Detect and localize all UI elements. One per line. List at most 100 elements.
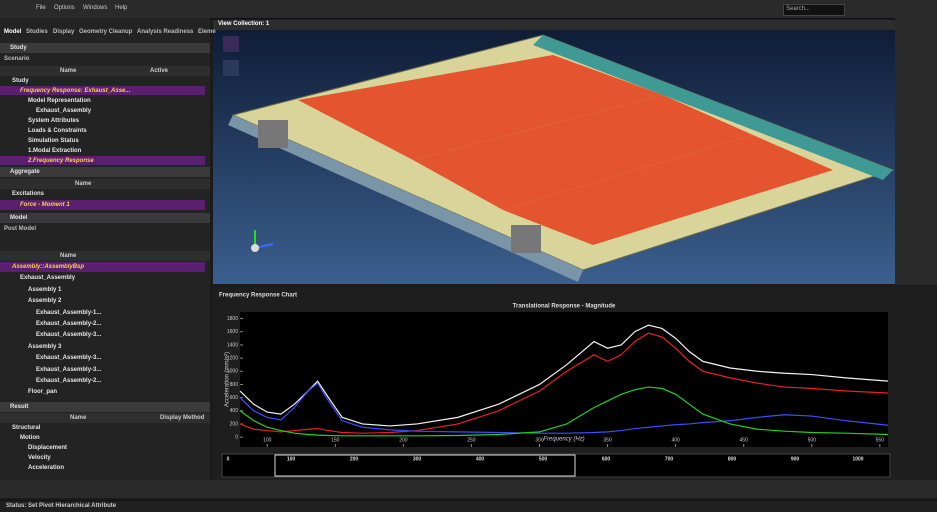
series-line (239, 382, 889, 434)
tree-row[interactable]: Exhaust_Assembly (36, 108, 92, 114)
overview-tick-label: 300 (413, 456, 422, 462)
tree-row[interactable]: Structural (12, 425, 41, 431)
axis-triad-origin (251, 244, 259, 252)
plot-area (240, 312, 888, 447)
tree-row[interactable]: Exhaust_Assembly-1... (36, 309, 102, 316)
menu-item: File (36, 5, 46, 11)
tree-row[interactable]: Assembly::AssemblyBsp (12, 264, 85, 270)
red-strip (298, 55, 663, 160)
y-tick-label: 600 (230, 395, 239, 401)
viewport[interactable] (213, 20, 895, 284)
overview-tick-label: 700 (665, 456, 674, 462)
x-tick-label: 250 (467, 437, 476, 443)
x-tick-label: 150 (331, 437, 340, 443)
menu-item: Options (54, 5, 75, 11)
status-bar (0, 500, 937, 512)
menu-item: Windows (83, 5, 108, 11)
y-tick-label: 1800 (227, 316, 238, 322)
tree-row[interactable]: Exhaust_Assembly-2... (36, 321, 102, 327)
overview-tick-label: 0 (227, 456, 230, 462)
view-icon[interactable] (223, 60, 239, 76)
bracket (511, 225, 541, 253)
overview-tick-label: 900 (791, 456, 800, 462)
red-strip (503, 135, 833, 245)
column-header (0, 251, 210, 261)
tree-row[interactable]: Frequency Response: Exhaust_Asse... (20, 88, 131, 94)
tree-row[interactable]: Motion (20, 435, 40, 441)
overview-tick-label: 400 (476, 456, 485, 462)
column-header (0, 179, 210, 189)
section-title: Model (10, 215, 28, 221)
y-tick-label: 1000 (227, 369, 238, 375)
tree-row[interactable]: Assembly 3 (28, 343, 62, 350)
tree-row[interactable]: Force - Moment 1 (20, 202, 70, 208)
tree-row[interactable]: Exhaust_Assembly-3... (36, 355, 102, 362)
tree-row[interactable]: Loads & Constraints (28, 128, 87, 134)
x-tick-label: 200 (399, 437, 408, 443)
row-selected[interactable] (0, 200, 205, 210)
tree-row[interactable]: Displacement (28, 445, 68, 451)
x-tick-label: 100 (263, 437, 272, 443)
tab: Geometry Cleanup (79, 29, 133, 35)
bottom-toolbar (0, 480, 937, 498)
tree-row[interactable]: Excitations (12, 191, 45, 197)
section-header (0, 213, 210, 223)
search-box[interactable] (783, 4, 845, 16)
tree-row[interactable]: Exhaust_Assembly (20, 275, 76, 282)
menu-bar (0, 0, 937, 19)
scenario-label: Scenario (4, 56, 30, 62)
tree-row[interactable]: Model Representation (28, 98, 91, 104)
y-tick-label: 400 (230, 408, 239, 414)
tab: Display (53, 29, 75, 35)
red-strip (413, 95, 753, 210)
tree-row[interactable]: Floor_pan (28, 389, 58, 396)
tree-row[interactable]: Acceleration (28, 465, 65, 471)
tab: Studies (26, 29, 48, 35)
viewport-header (213, 20, 895, 30)
tree-row[interactable]: Velocity (28, 455, 51, 461)
overview-tick-label: 200 (350, 456, 359, 462)
bracket (258, 120, 288, 148)
tree-row[interactable]: Assembly 2 (28, 298, 62, 305)
row-selected[interactable] (0, 262, 205, 273)
rail (533, 35, 893, 180)
row-selected[interactable] (0, 86, 205, 95)
x-tick-label: 350 (603, 437, 612, 443)
overview-strip[interactable] (221, 453, 891, 478)
tab: Analysis Readiness (137, 29, 194, 35)
tree-row[interactable]: Study (12, 78, 29, 84)
y-tick-label: 200 (230, 421, 239, 427)
y-axis-label: Acceleration (mm/s²) (225, 352, 231, 407)
tree-row[interactable]: 1.Modal Extraction (28, 148, 82, 154)
rail (228, 115, 583, 282)
search-placeholder: Search... (786, 6, 811, 12)
overview-selection[interactable] (274, 454, 576, 477)
tree-row[interactable]: Exhaust_Assembly-3... (36, 366, 102, 373)
chart-panel-title: Frequency Response Chart (219, 293, 297, 299)
section-header (0, 402, 210, 412)
x-tick-label: 300 (535, 437, 544, 443)
series-line (239, 386, 889, 437)
column-header-label: Name (70, 415, 87, 421)
x-tick-label: 550 (876, 437, 885, 443)
section-header (0, 167, 210, 177)
y-tick-label: 1400 (227, 342, 238, 348)
tab: Eleme (198, 29, 216, 35)
y-tick-label: 1600 (227, 329, 238, 335)
view-icon[interactable] (223, 36, 239, 52)
tree-row[interactable]: Simulation Status (28, 138, 79, 144)
row-selected[interactable] (0, 156, 205, 165)
series-line (239, 332, 889, 434)
tree-row[interactable]: System Attributes (28, 118, 80, 124)
column-header-label: Name (60, 68, 77, 74)
status-text: Status: Set Pivot Hierarchical Attribute (6, 503, 117, 509)
tree-row[interactable]: Assembly 1 (28, 286, 62, 293)
tree-row[interactable]: Exhaust_Assembly-2... (36, 378, 102, 384)
tree-row[interactable]: 2.Frequency Response (28, 158, 94, 164)
tree-row[interactable]: Exhaust_Assembly-3... (36, 332, 102, 339)
overview-tick-label: 800 (728, 456, 737, 462)
y-tick-label: 1200 (227, 355, 238, 361)
column-header-label: Active (150, 68, 169, 74)
overview-tick-label: 1000 (852, 456, 863, 462)
